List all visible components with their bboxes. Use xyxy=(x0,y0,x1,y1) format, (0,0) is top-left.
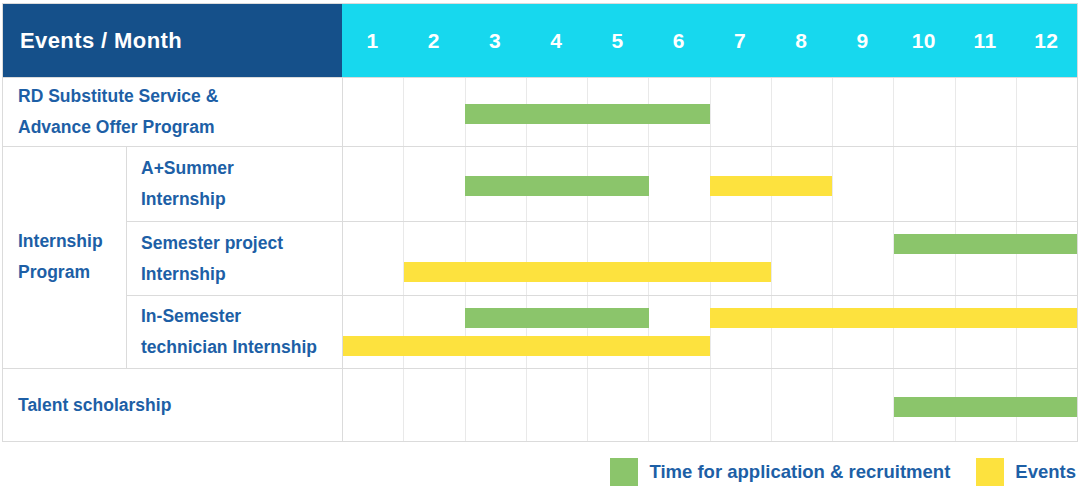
application-recruitment-bar xyxy=(465,176,649,196)
month-label-9: 9 xyxy=(832,4,893,77)
group-label-internship-program: Internship Program xyxy=(3,146,126,368)
legend: Time for application & recruitment Events xyxy=(584,457,1076,487)
month-label-12: 12 xyxy=(1016,4,1077,77)
row-label-line: Internship xyxy=(141,259,342,290)
table-row-in-semester: In-Semestertechnician Internship xyxy=(3,295,1077,368)
table-rows: RD Substitute Service &Advance Offer Pro… xyxy=(3,77,1077,441)
events-bar xyxy=(710,308,1077,328)
month-label-5: 5 xyxy=(587,4,648,77)
month-label-2: 2 xyxy=(403,4,464,77)
month-label-8: 8 xyxy=(771,4,832,77)
month-label-7: 7 xyxy=(710,4,771,77)
application-recruitment-bar xyxy=(465,308,649,328)
row-chart-in-semester xyxy=(342,295,1077,368)
legend-item-yellow: Events xyxy=(976,458,1076,486)
month-label-4: 4 xyxy=(526,4,587,77)
legend-item-green: Time for application & recruitment xyxy=(610,458,950,486)
row-label-semester-project: Semester projectInternship xyxy=(126,221,342,295)
row-label-line: RD Substitute Service & xyxy=(18,81,342,112)
header-title: Events / Month xyxy=(3,4,342,77)
row-label-a-summer: A+SummerInternship xyxy=(126,146,342,221)
row-label-line: In-Semester xyxy=(141,301,342,332)
month-label-1: 1 xyxy=(342,4,403,77)
month-header: 123456789101112 xyxy=(342,4,1077,77)
row-label-line: Internship xyxy=(141,184,342,215)
legend-label-yellow: Events xyxy=(1015,461,1076,483)
row-label-line: Semester project xyxy=(141,228,342,259)
row-label-line: Advance Offer Program xyxy=(18,112,342,143)
month-label-6: 6 xyxy=(648,4,709,77)
row-label-talent-scholarship: Talent scholarship xyxy=(3,368,342,441)
group-label-line: Internship xyxy=(18,226,126,257)
row-chart-semester-project xyxy=(342,221,1077,295)
row-label-line: technician Internship xyxy=(141,332,342,363)
row-label-rd-substitute: RD Substitute Service &Advance Offer Pro… xyxy=(3,77,342,146)
month-label-10: 10 xyxy=(893,4,954,77)
application-recruitment-bar xyxy=(894,234,1078,254)
row-chart-talent-scholarship xyxy=(342,368,1077,441)
row-label-line: A+Summer xyxy=(141,153,342,184)
row-label-in-semester: In-Semestertechnician Internship xyxy=(126,295,342,368)
group-label-line: Program xyxy=(18,257,126,288)
events-bar xyxy=(710,176,832,196)
table-row-semester-project: Semester projectInternship xyxy=(3,221,1077,295)
row-chart-a-summer xyxy=(342,146,1077,221)
table-row-rd-substitute: RD Substitute Service &Advance Offer Pro… xyxy=(3,77,1077,146)
events-bar xyxy=(343,336,710,356)
month-label-11: 11 xyxy=(955,4,1016,77)
application-recruitment-bar xyxy=(894,397,1078,417)
application-recruitment-bar xyxy=(465,104,710,124)
row-label-line: Talent scholarship xyxy=(18,390,342,421)
table-row-a-summer: A+SummerInternship xyxy=(3,146,1077,221)
schedule-table: Events / Month 123456789101112 RD Substi… xyxy=(2,3,1078,442)
row-chart-rd-substitute xyxy=(342,77,1077,146)
legend-label-green: Time for application & recruitment xyxy=(649,461,950,483)
table-header-row: Events / Month 123456789101112 xyxy=(3,4,1077,77)
events-bar xyxy=(404,262,771,282)
legend-yellow-swatch xyxy=(976,458,1004,486)
month-label-3: 3 xyxy=(465,4,526,77)
gantt-schedule-page: { "colors": { "header_navy": "#15508A", … xyxy=(0,0,1080,494)
legend-green-swatch xyxy=(610,458,638,486)
table-row-talent-scholarship: Talent scholarship xyxy=(3,368,1077,441)
